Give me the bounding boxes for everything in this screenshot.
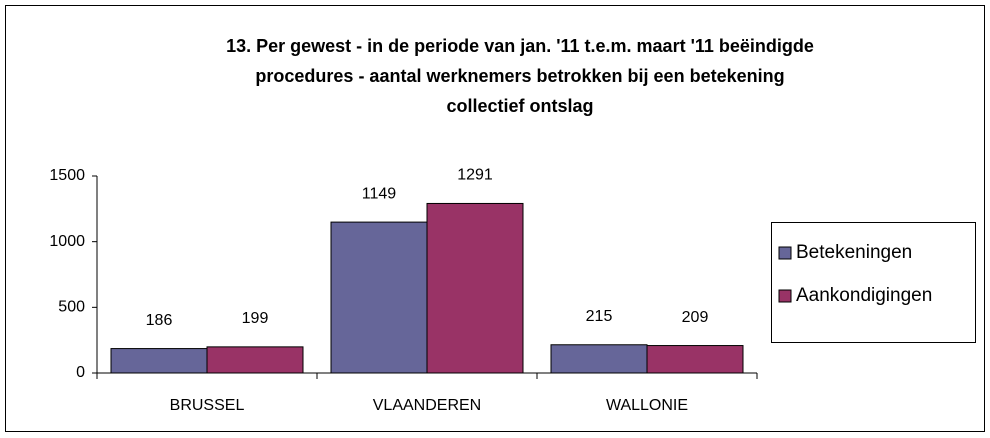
bar [426, 202, 524, 374]
x-tick-label: WALLONIE [606, 397, 688, 414]
data-label: 199 [242, 310, 269, 327]
y-tick-label: 1500 [49, 167, 85, 184]
y-tick-label: 1000 [49, 233, 85, 250]
data-label: 1291 [457, 167, 493, 184]
data-label: 186 [146, 312, 173, 329]
x-tick-label: BRUSSEL [170, 397, 245, 414]
chart-title: procedures - aantal werknemers betrokken… [255, 66, 784, 86]
chart-title: collectief ontslag [446, 96, 593, 116]
bar [206, 346, 304, 374]
y-tick-label: 500 [58, 299, 85, 316]
data-label: 1149 [362, 185, 397, 202]
bar [550, 344, 648, 374]
x-tick-label: VLAANDEREN [373, 397, 481, 414]
bar [646, 345, 744, 374]
data-label: 209 [682, 309, 709, 326]
y-tick-label: 0 [76, 364, 85, 381]
chart-title: 13. Per gewest - in de periode van jan. … [226, 36, 814, 56]
legend-box [771, 222, 976, 343]
legend-label: Betekeningen [796, 242, 912, 263]
bar [330, 221, 428, 374]
legend-label: Aankondigingen [796, 285, 932, 306]
legend-swatch [778, 289, 792, 303]
data-label: 215 [586, 308, 613, 325]
bar [110, 348, 208, 374]
legend-swatch [778, 246, 792, 260]
